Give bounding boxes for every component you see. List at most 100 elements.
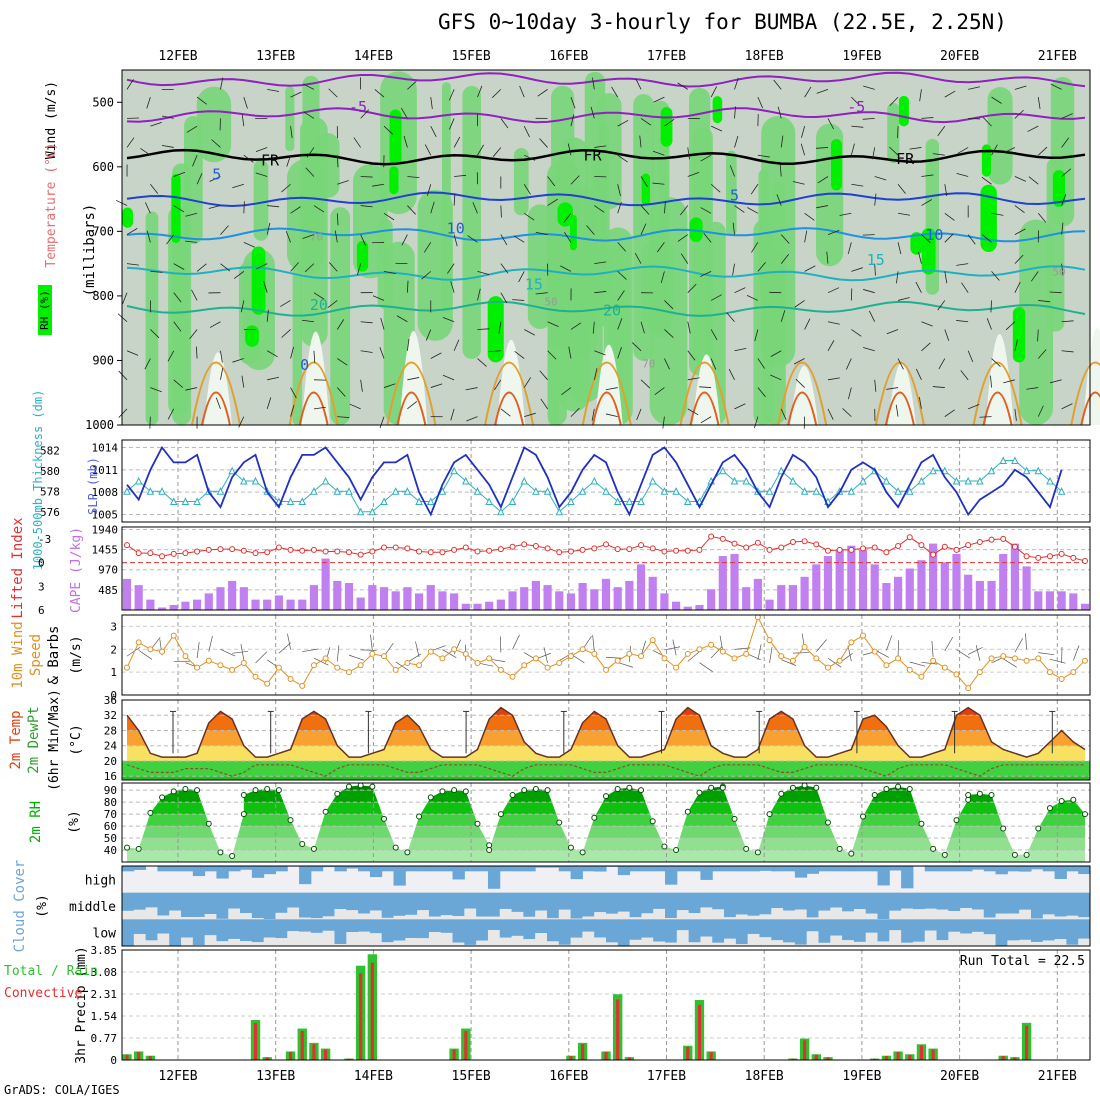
bottom-date-label: 16FEB xyxy=(549,1069,588,1084)
isotherm-warm-arc xyxy=(288,361,339,426)
cape-bar xyxy=(917,560,926,610)
wind-speed-point xyxy=(334,664,341,671)
cloud-cell xyxy=(901,919,914,943)
wind-speed-point xyxy=(205,657,212,664)
rh-point xyxy=(521,787,528,794)
cloud-cell-clear xyxy=(759,937,772,946)
wind-speed-point xyxy=(1000,653,1007,660)
wind-barb xyxy=(370,634,373,651)
rh-point xyxy=(1046,805,1053,812)
wind-barb xyxy=(442,374,455,381)
wind-barb xyxy=(161,115,174,119)
lifted-index-point xyxy=(124,542,130,549)
cloud-cell xyxy=(700,919,713,937)
cape-bar xyxy=(578,583,587,610)
slp-tick-label: 1005 xyxy=(92,509,119,522)
temp-ylabel-2: 2m DewPt xyxy=(26,706,42,773)
rh-point xyxy=(252,787,259,794)
cloud-cell xyxy=(181,919,194,938)
wind-barb xyxy=(664,201,666,214)
cloud-cell xyxy=(582,919,595,932)
lifted-index-point xyxy=(591,545,598,552)
cloud-cell-clear xyxy=(358,931,371,946)
wind-barb xyxy=(547,350,557,360)
cloud-cell xyxy=(322,892,335,917)
cloud-cell xyxy=(369,919,383,934)
rh-point xyxy=(988,791,995,798)
cloud-cell xyxy=(995,919,1008,946)
wind-speed-point xyxy=(649,637,656,644)
thickness-point xyxy=(415,497,423,505)
thickness-point xyxy=(1046,476,1054,485)
wind-barb xyxy=(524,329,535,336)
cloud-cell-clear xyxy=(393,940,406,946)
rh-saturated-patch xyxy=(981,144,992,177)
cloud-cell xyxy=(641,919,654,938)
bottom-date-label: 21FEB xyxy=(1038,1069,1077,1084)
wind-barb xyxy=(897,126,899,139)
cloud-cell-clear xyxy=(688,913,701,920)
wind-barb xyxy=(1038,652,1055,656)
precip-convective-bar xyxy=(148,1056,152,1060)
cloud-cell-clear xyxy=(322,930,335,946)
wind-barb xyxy=(757,96,764,109)
rh-point xyxy=(182,785,189,792)
cloud-cell xyxy=(936,892,949,910)
wind-barb xyxy=(302,234,315,239)
lifted-index-point xyxy=(159,553,166,560)
wind-barb xyxy=(407,401,418,410)
rh-point xyxy=(170,788,177,795)
rh-point xyxy=(509,791,516,798)
top-date-label: 16FEB xyxy=(549,49,588,64)
wind-barb xyxy=(710,294,722,301)
rh-moist-column xyxy=(527,204,553,329)
wind-barb xyxy=(118,408,128,418)
rh-point xyxy=(976,790,983,797)
thickness-point xyxy=(1022,466,1031,475)
wind-barb xyxy=(232,183,244,189)
thickness-point xyxy=(719,466,727,475)
rh-band xyxy=(127,826,1085,839)
lifted-index-point xyxy=(404,545,411,552)
cloud-cell xyxy=(594,866,607,872)
precip-convective-bar xyxy=(791,1058,795,1060)
wind-speed-point xyxy=(976,669,983,676)
cloud-cell xyxy=(145,919,158,941)
legend-temperature: Temperature (°C) xyxy=(44,142,59,267)
wind-speed-point xyxy=(941,664,948,671)
wind-barb xyxy=(1025,633,1027,650)
cloud-cell xyxy=(346,866,359,869)
cloud-cell xyxy=(251,892,265,919)
wind-speed-point xyxy=(135,639,142,646)
wind-barb xyxy=(290,387,297,399)
wind-barb xyxy=(209,321,221,328)
wind-barb xyxy=(664,358,670,370)
wind-barb xyxy=(477,288,481,301)
wind-barb xyxy=(196,642,200,659)
wind-barb xyxy=(512,634,520,650)
cloud-cell xyxy=(842,892,855,912)
cloud-cell-clear xyxy=(771,908,784,920)
wind-barb xyxy=(1037,146,1048,156)
cape-bar xyxy=(485,601,494,610)
cloud-cell xyxy=(1078,866,1091,875)
rh-point xyxy=(661,843,668,850)
cloud-cell xyxy=(405,892,418,915)
cloud-cell-clear xyxy=(853,909,867,920)
wind-barb xyxy=(750,184,759,195)
wind-barb xyxy=(328,262,338,272)
rh-point xyxy=(1035,825,1042,832)
wind-barb xyxy=(192,155,198,167)
cloud-cell-clear xyxy=(783,910,796,920)
wind-barb xyxy=(523,184,531,195)
wind-barb xyxy=(944,329,950,341)
wind-barb xyxy=(281,329,291,338)
lifted-index-point xyxy=(439,549,446,556)
wind-barb xyxy=(492,147,502,157)
wind-barb xyxy=(1049,291,1062,294)
cloud-cell-clear xyxy=(1030,941,1044,946)
lifted-index-point xyxy=(848,546,855,553)
temp-tick-label: 36 xyxy=(104,694,117,707)
precip-convective-bar xyxy=(627,1057,631,1060)
